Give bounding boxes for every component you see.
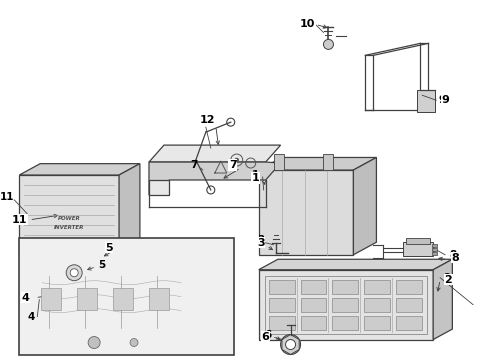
Bar bbox=[365, 280, 391, 294]
Bar bbox=[300, 316, 326, 329]
Polygon shape bbox=[149, 162, 281, 195]
Text: 4: 4 bbox=[22, 293, 29, 303]
Bar bbox=[396, 280, 422, 294]
Text: 12: 12 bbox=[198, 115, 213, 125]
Bar bbox=[269, 298, 294, 312]
Text: 9: 9 bbox=[441, 95, 449, 105]
Polygon shape bbox=[19, 164, 140, 175]
Bar bbox=[269, 280, 294, 294]
Bar bbox=[113, 288, 133, 310]
Polygon shape bbox=[19, 175, 119, 253]
Polygon shape bbox=[149, 145, 281, 162]
Text: 5: 5 bbox=[105, 243, 113, 253]
Bar bbox=[269, 316, 294, 329]
Polygon shape bbox=[433, 259, 452, 339]
Bar bbox=[265, 276, 427, 334]
Bar bbox=[300, 298, 326, 312]
Circle shape bbox=[70, 269, 78, 277]
Text: 5: 5 bbox=[98, 260, 106, 270]
Text: 6: 6 bbox=[262, 332, 270, 342]
Text: 2: 2 bbox=[444, 275, 452, 285]
Bar bbox=[417, 90, 435, 112]
Bar bbox=[365, 316, 391, 329]
Bar bbox=[396, 298, 422, 312]
Bar bbox=[273, 154, 284, 170]
Polygon shape bbox=[259, 170, 353, 255]
Text: 2: 2 bbox=[443, 273, 451, 283]
Bar bbox=[365, 298, 391, 312]
Bar bbox=[432, 244, 437, 247]
Text: 3: 3 bbox=[257, 238, 265, 248]
Bar bbox=[332, 280, 358, 294]
Circle shape bbox=[286, 339, 295, 350]
Circle shape bbox=[235, 158, 239, 162]
Text: 1: 1 bbox=[252, 170, 259, 180]
Circle shape bbox=[66, 265, 82, 281]
Bar bbox=[396, 316, 422, 329]
Polygon shape bbox=[149, 180, 169, 195]
Text: 3: 3 bbox=[257, 235, 264, 245]
Text: 11: 11 bbox=[12, 215, 27, 225]
Bar bbox=[432, 252, 437, 255]
Bar bbox=[149, 288, 169, 310]
Text: 7: 7 bbox=[190, 160, 197, 170]
Polygon shape bbox=[34, 268, 189, 333]
Text: 10: 10 bbox=[300, 19, 315, 30]
Polygon shape bbox=[189, 259, 204, 333]
Text: 11: 11 bbox=[0, 192, 15, 202]
Text: POWER: POWER bbox=[58, 216, 80, 221]
Text: 1: 1 bbox=[252, 173, 260, 183]
Polygon shape bbox=[34, 259, 204, 268]
Bar bbox=[332, 298, 358, 312]
Text: 10: 10 bbox=[300, 19, 315, 30]
Polygon shape bbox=[119, 164, 140, 253]
Text: 4: 4 bbox=[27, 312, 35, 321]
Circle shape bbox=[130, 338, 138, 347]
Text: 9: 9 bbox=[439, 95, 446, 105]
Text: 8: 8 bbox=[451, 253, 459, 263]
Text: 7: 7 bbox=[229, 160, 237, 170]
Text: 12: 12 bbox=[200, 115, 216, 125]
Polygon shape bbox=[353, 157, 376, 255]
Bar bbox=[300, 280, 326, 294]
Bar bbox=[332, 316, 358, 329]
Circle shape bbox=[281, 334, 300, 355]
Polygon shape bbox=[259, 270, 433, 339]
Bar bbox=[432, 248, 437, 251]
Circle shape bbox=[323, 39, 334, 49]
Bar bbox=[403, 242, 433, 256]
Bar bbox=[406, 238, 430, 244]
Bar bbox=[19, 238, 234, 355]
Bar bbox=[77, 288, 97, 310]
Text: INVERTER: INVERTER bbox=[54, 225, 84, 230]
Circle shape bbox=[88, 337, 100, 348]
Polygon shape bbox=[259, 157, 376, 170]
Bar bbox=[41, 288, 61, 310]
Polygon shape bbox=[259, 259, 452, 270]
Text: 8: 8 bbox=[449, 250, 457, 260]
Text: 6: 6 bbox=[264, 329, 271, 339]
Bar bbox=[323, 154, 334, 170]
Polygon shape bbox=[282, 334, 299, 355]
